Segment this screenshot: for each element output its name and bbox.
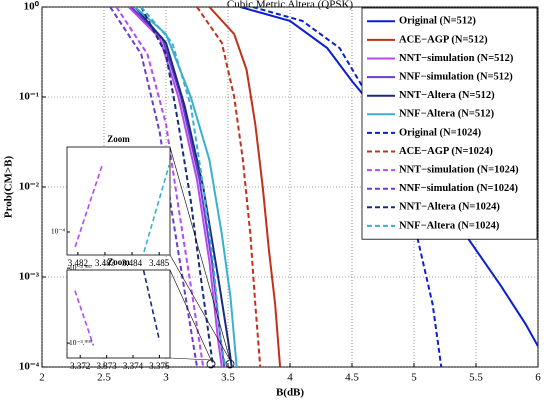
x-tick-label: 4 <box>287 372 293 384</box>
inset-x-tick-label: 3.372 <box>70 361 90 371</box>
legend-label: NNF−Altera (N=1024) <box>399 220 500 231</box>
inset-y-tick-label: 10⁻⁴ <box>51 227 65 236</box>
inset-x-tick-label: 3.485 <box>149 258 170 268</box>
inset: Zoom 3.482 3.483 3.484 3.485 10⁻⁴ <box>51 134 171 268</box>
inset-area <box>66 146 171 256</box>
legend-label: NNF−simulation (N=512) <box>399 72 513 83</box>
inset-x-tick-label: 3.373 <box>96 361 117 371</box>
x-tick-label: 4.5 <box>345 372 359 384</box>
x-tick-label: 5.5 <box>469 372 483 384</box>
series-line <box>140 7 227 367</box>
y-tick-label: 10⁻² <box>19 181 40 193</box>
y-axis-label: Prob(CM>B) <box>3 156 15 219</box>
series-line <box>140 7 215 367</box>
inset-x-tick-label: 3.483 <box>95 258 116 268</box>
x-tick-label: 2.5 <box>97 372 111 384</box>
series-line <box>134 7 238 367</box>
y-tick-label: 10⁻³ <box>19 271 40 283</box>
series-line <box>74 290 95 346</box>
legend-label: Original (N=1024) <box>399 127 482 138</box>
legend-label: NNF−Altera (N=512) <box>399 109 495 120</box>
series-line <box>74 164 103 248</box>
series-line <box>196 7 262 367</box>
legend-label: NNF−simulation (N=1024) <box>399 183 519 194</box>
series-line <box>143 164 170 253</box>
inset-y-tick-label: 10⁻³.⁹⁹⁹ <box>69 338 93 347</box>
inset-x-tick-label: 3.482 <box>68 258 88 268</box>
x-tick-label: 2 <box>39 372 45 384</box>
inset-title: Zoom <box>107 257 130 267</box>
x-axis-label: B(dB) <box>276 387 304 399</box>
x-tick-label: 5 <box>411 372 417 384</box>
inset: Zoom 3.372 3.373 3.374 3.375 10⁻³.⁹⁸⁷ 10⁻³.⁹⁹⁹ <box>66 257 171 371</box>
y-tick-label: 10⁰ <box>24 1 40 13</box>
x-tick-label: 6 <box>535 372 541 384</box>
legend-label: NNT−Altera (N=1024) <box>399 202 500 213</box>
series-line <box>252 7 443 367</box>
zoom-connectors <box>169 146 235 369</box>
legend-label: NNT−Altera (N=512) <box>399 90 495 101</box>
x-tick-label: 3.5 <box>221 372 235 384</box>
y-tick-label: 10⁻⁴ <box>19 361 40 373</box>
y-tick-label: 10⁻¹ <box>19 91 39 103</box>
inset-x-tick-label: 3.374 <box>123 361 144 371</box>
legend-label: ACE−AGP (N=512) <box>399 34 488 45</box>
inset-lines <box>74 164 170 253</box>
legend-label: NNT−simulation (N=1024) <box>399 165 519 176</box>
legend-label: ACE−AGP (N=1024) <box>399 146 493 157</box>
inset-title: Zoom <box>107 134 130 144</box>
legend-box <box>361 7 538 240</box>
inset-y-tick-label: 10⁻³.⁹⁸⁷ <box>69 263 93 272</box>
series-line <box>208 7 282 367</box>
legend-label: Original (N=512) <box>399 16 476 27</box>
inset-x-tick-label: 3.484 <box>122 258 143 268</box>
series-line <box>142 270 161 341</box>
series-line <box>115 7 205 367</box>
legend-label: NNT−simulation (N=512) <box>399 53 514 64</box>
chart-title: Cubic Metric Altera (QPSK) <box>227 0 354 11</box>
inset-x-tick-label: 3.375 <box>149 361 170 371</box>
x-tick-label: 3 <box>163 372 169 384</box>
inset-lines <box>74 270 161 346</box>
series-line <box>128 7 223 367</box>
